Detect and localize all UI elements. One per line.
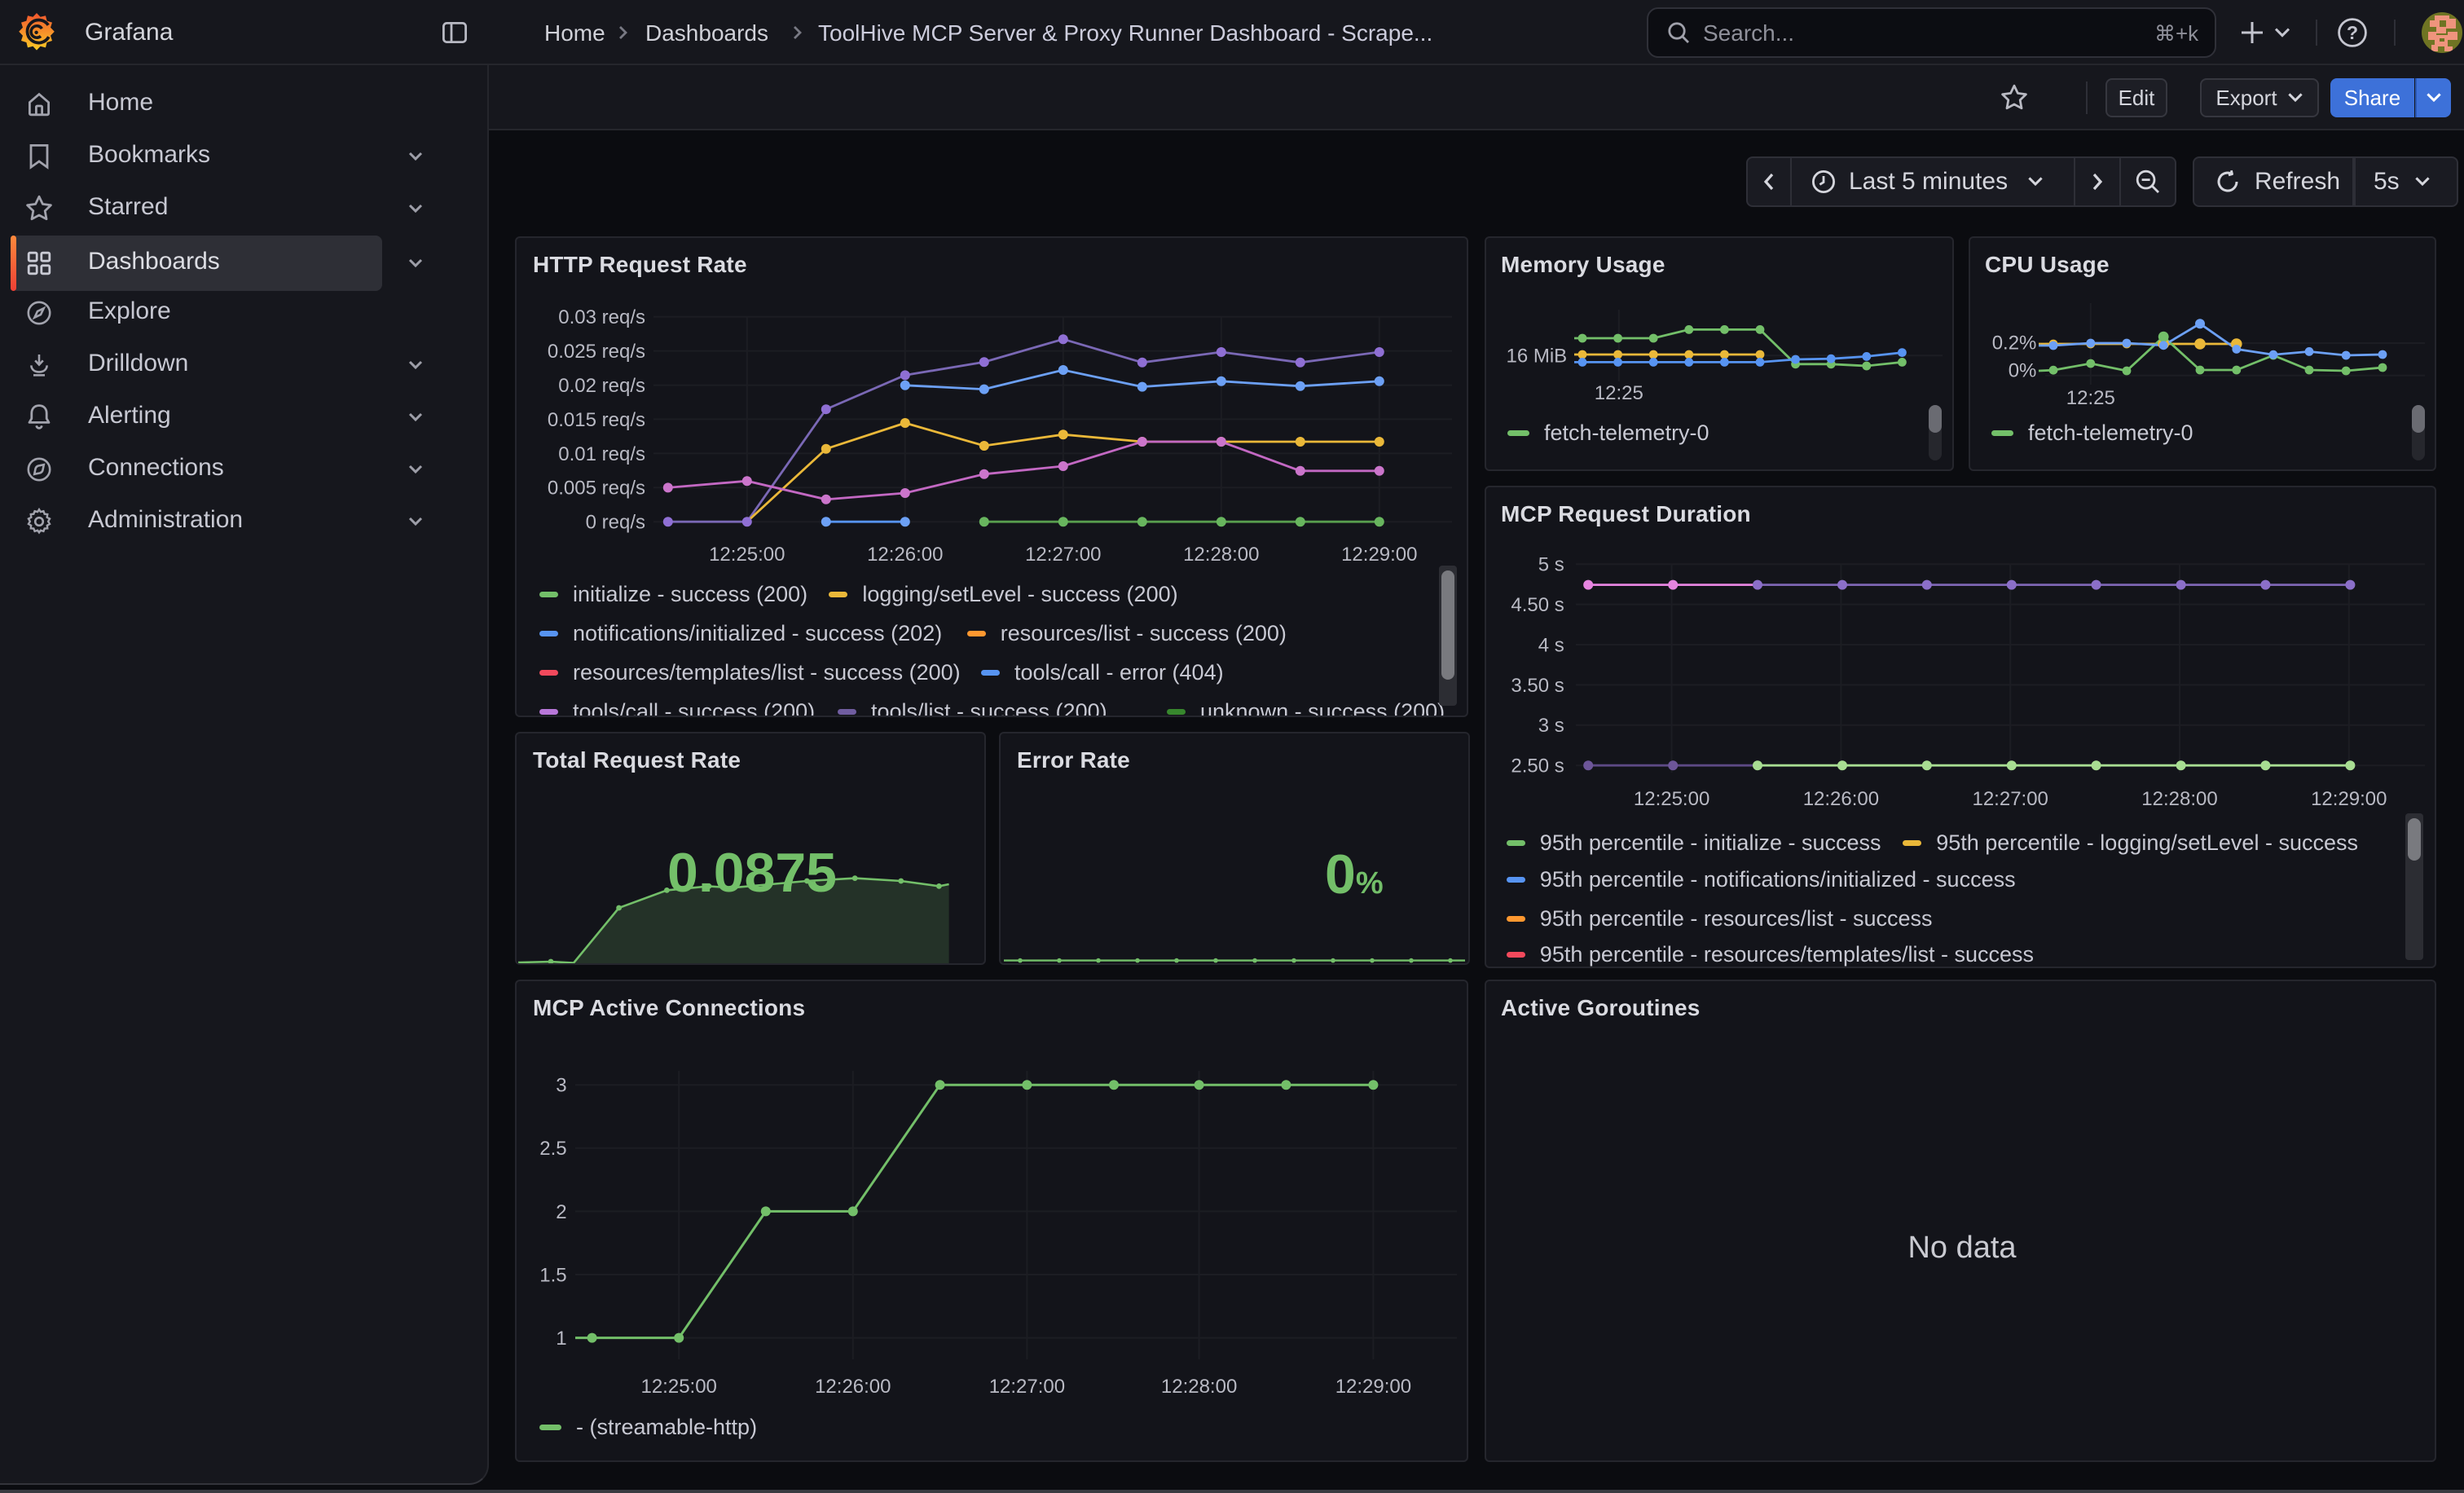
svg-text:12:25: 12:25 xyxy=(1595,382,1643,404)
svg-text:12:27:00: 12:27:00 xyxy=(989,1376,1065,1398)
svg-text:3 s: 3 s xyxy=(1538,715,1564,737)
svg-text:12:29:00: 12:29:00 xyxy=(1341,544,1417,566)
svg-text:12:28:00: 12:28:00 xyxy=(2141,788,2217,810)
svg-text:12:28:00: 12:28:00 xyxy=(1161,1376,1237,1398)
svg-text:0.03 req/s: 0.03 req/s xyxy=(558,306,645,328)
svg-text:12:25: 12:25 xyxy=(2066,387,2115,409)
svg-text:0 req/s: 0 req/s xyxy=(586,512,645,534)
svg-text:12:27:00: 12:27:00 xyxy=(1972,788,2048,810)
svg-text:2.50 s: 2.50 s xyxy=(1511,755,1564,777)
svg-text:0.015 req/s: 0.015 req/s xyxy=(548,409,645,431)
svg-text:12:27:00: 12:27:00 xyxy=(1025,544,1101,566)
svg-text:2.5: 2.5 xyxy=(539,1138,566,1160)
svg-text:0.01 req/s: 0.01 req/s xyxy=(558,443,645,465)
svg-text:12:29:00: 12:29:00 xyxy=(2311,788,2387,810)
svg-text:16 MiB: 16 MiB xyxy=(1506,346,1567,368)
svg-text:12:29:00: 12:29:00 xyxy=(1335,1376,1411,1398)
svg-text:12:25:00: 12:25:00 xyxy=(1634,788,1709,810)
svg-text:12:26:00: 12:26:00 xyxy=(1803,788,1879,810)
svg-text:0.005 req/s: 0.005 req/s xyxy=(548,478,645,500)
svg-text:4 s: 4 s xyxy=(1538,634,1564,656)
svg-text:0.2%: 0.2% xyxy=(1992,332,2037,354)
svg-text:?: ? xyxy=(2347,22,2358,43)
svg-text:1: 1 xyxy=(556,1328,566,1350)
svg-text:2: 2 xyxy=(556,1201,566,1223)
svg-text:3: 3 xyxy=(556,1075,566,1097)
svg-text:1.5: 1.5 xyxy=(539,1264,566,1286)
svg-text:12:26:00: 12:26:00 xyxy=(867,544,943,566)
svg-text:0.02 req/s: 0.02 req/s xyxy=(558,375,645,397)
svg-text:12:25:00: 12:25:00 xyxy=(640,1376,716,1398)
svg-text:3.50 s: 3.50 s xyxy=(1511,675,1564,697)
svg-text:4.50 s: 4.50 s xyxy=(1511,594,1564,616)
svg-text:12:25:00: 12:25:00 xyxy=(709,544,785,566)
svg-text:12:28:00: 12:28:00 xyxy=(1183,544,1259,566)
svg-text:5 s: 5 s xyxy=(1538,554,1564,576)
svg-text:0%: 0% xyxy=(2009,359,2037,381)
svg-text:12:26:00: 12:26:00 xyxy=(815,1376,891,1398)
svg-text:0.025 req/s: 0.025 req/s xyxy=(548,341,645,363)
